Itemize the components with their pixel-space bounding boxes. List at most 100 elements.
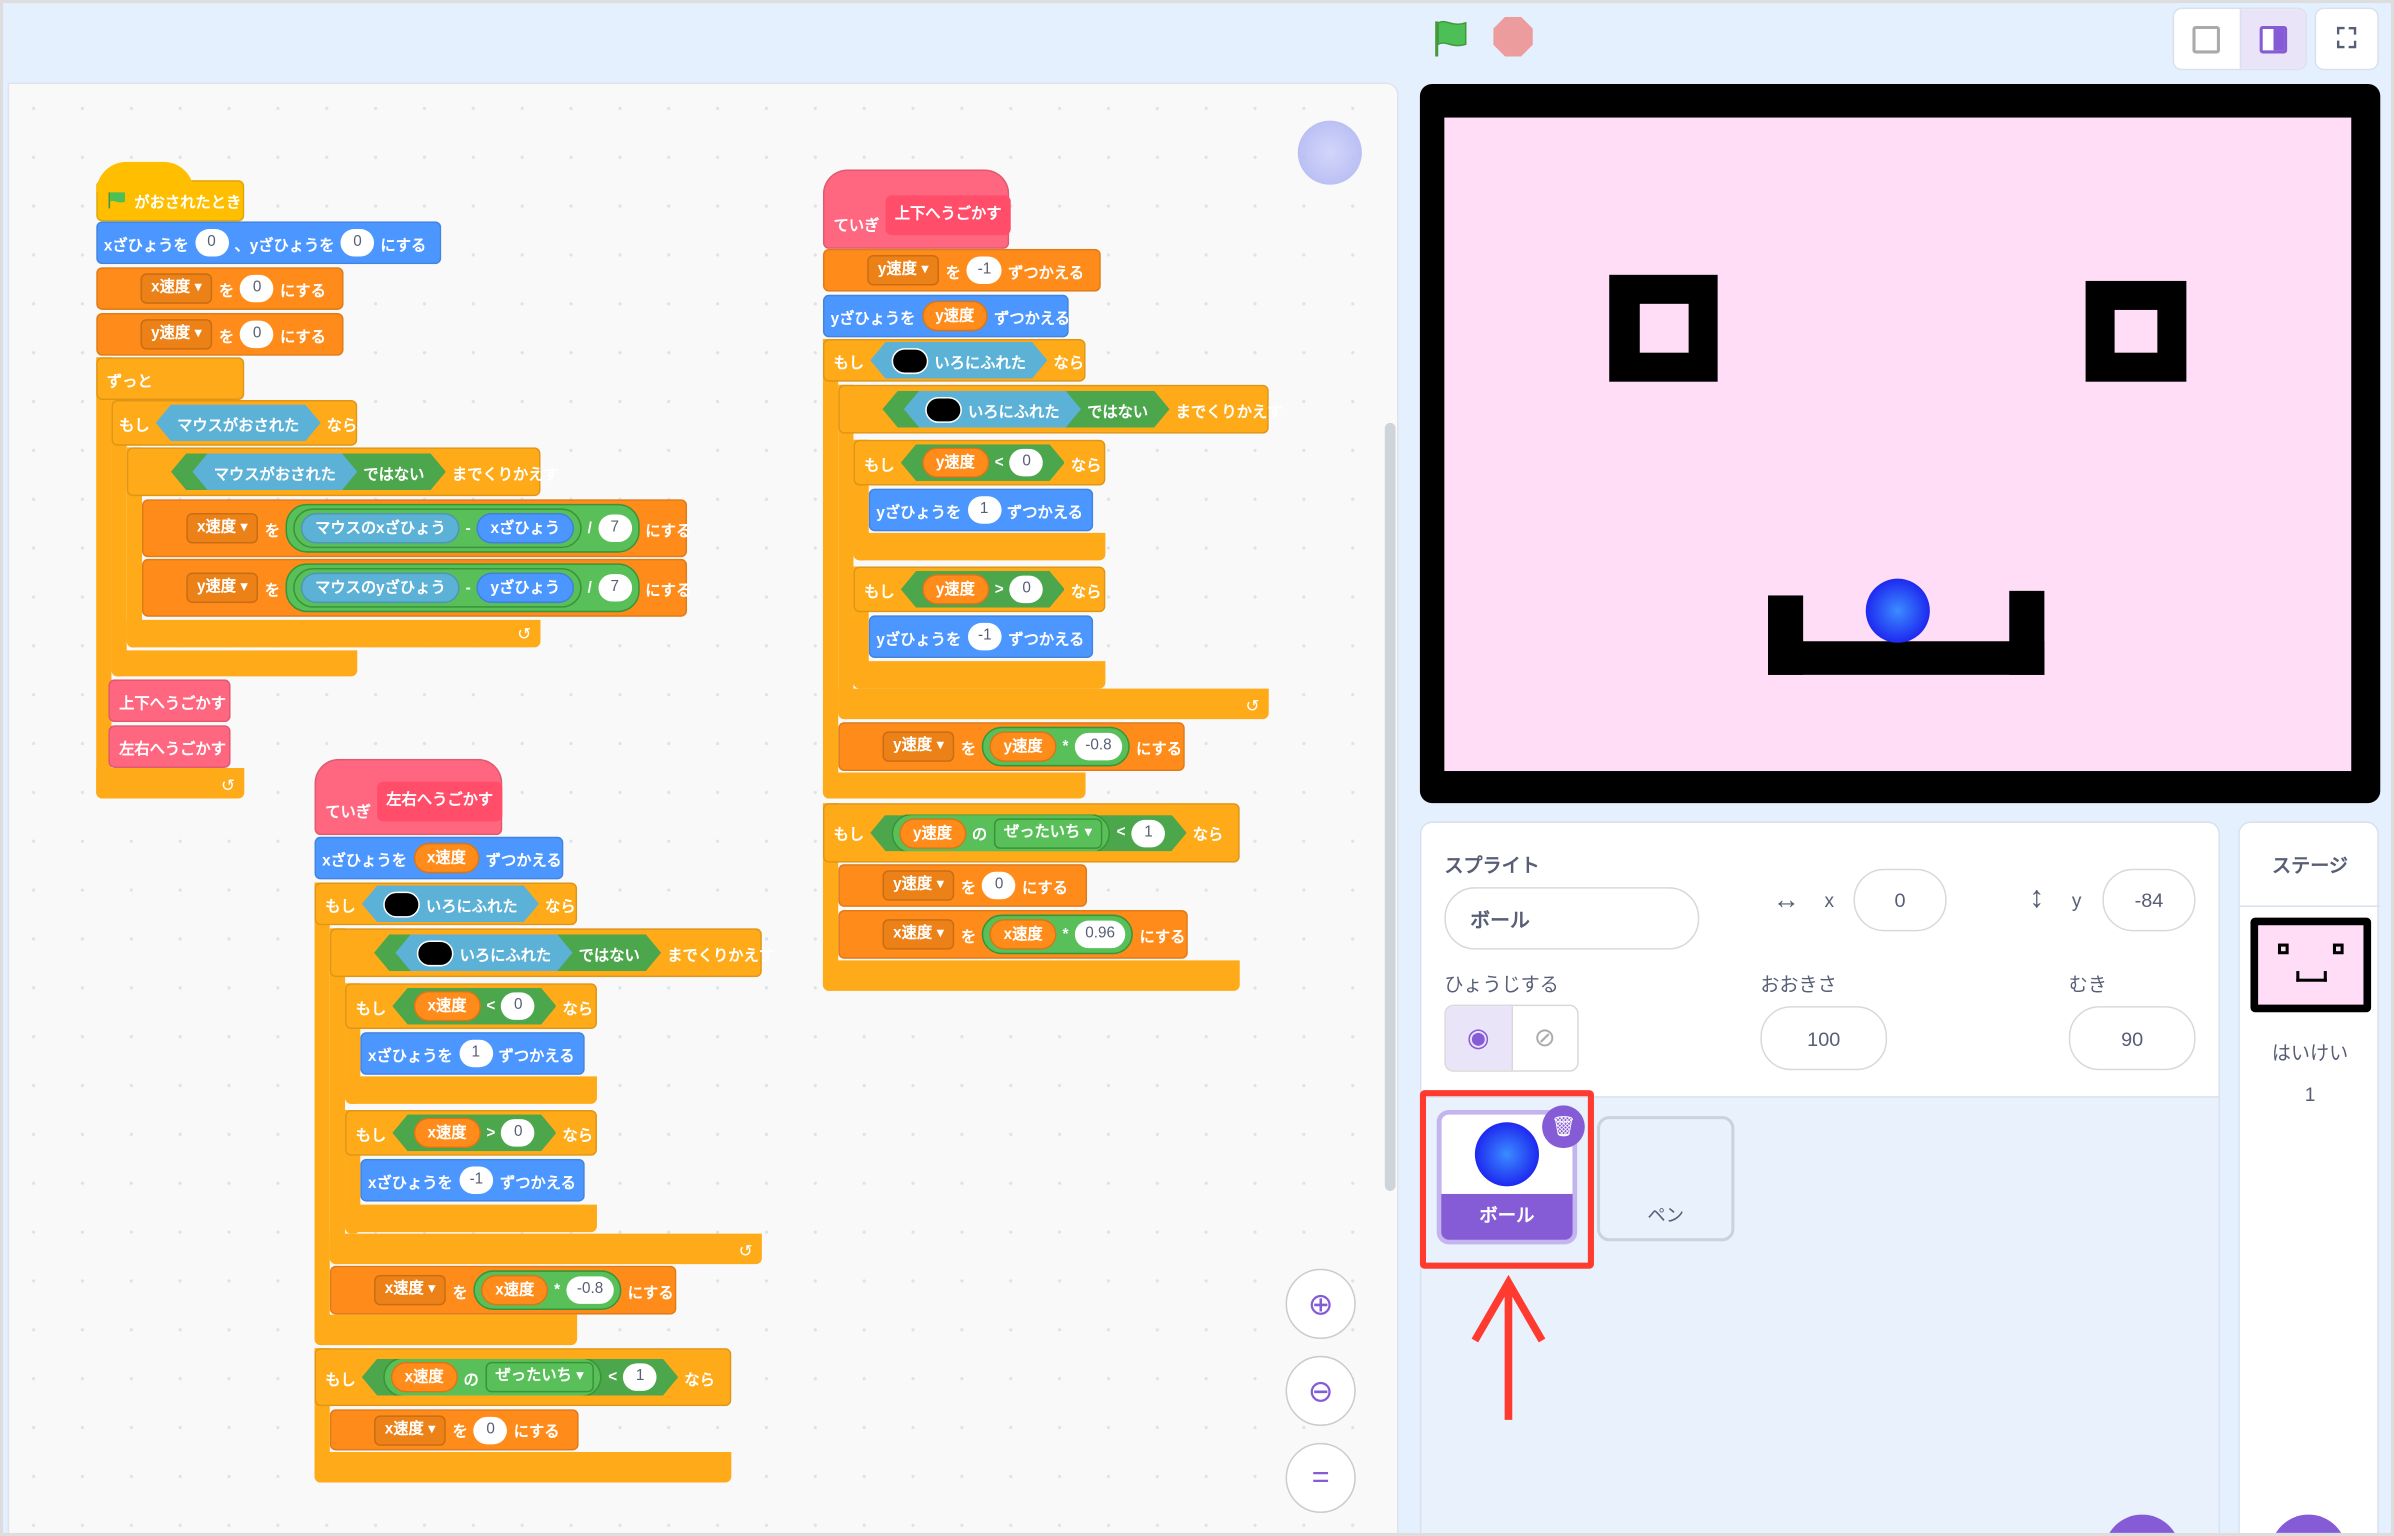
block-control[interactable]: もし いろにふれた なら [822, 338, 1086, 382]
block-motion[interactable]: yざひょうを 1 ずつかえる [868, 488, 1094, 532]
block-variables[interactable]: x速度 ▾ をマウスのxざひょう - xざひょう/7 にする [141, 499, 691, 558]
block-control[interactable]: もし x速度 >0 なら [345, 1109, 597, 1156]
block-control[interactable]: もし x速度 <0 なら [345, 983, 597, 1030]
number-input[interactable]: -1 [967, 256, 1003, 284]
color-swatch[interactable] [383, 891, 420, 917]
block-variables[interactable]: y速度 ▾ をマウスのyざひょう - yざひょう/7 にする [141, 558, 691, 617]
variable-dropdown[interactable]: y速度 ▾ [867, 254, 940, 286]
zoom-out-button[interactable]: ⊖ [1285, 1355, 1356, 1427]
zoom-reset-button[interactable]: = [1285, 1442, 1356, 1514]
stage-thumbnail[interactable] [2250, 917, 2372, 1013]
operator-reporter[interactable]: マウスのyざひょう - yざひょう / 7 [286, 563, 640, 613]
block-control[interactable]: もし いろにふれた なら [314, 882, 578, 926]
boolean-operators[interactable]: いろにふれた ではない [882, 391, 1169, 428]
boolean-sensing[interactable]: マウスがおされた [192, 453, 357, 490]
block-motion[interactable]: yざひょうを y速度 ずつかえる [822, 294, 1070, 338]
number-input[interactable]: 7 [597, 514, 632, 543]
block-control[interactable]: マウスがおされた ではない までくりかえす [126, 447, 559, 497]
block-control[interactable]: いろにふれた ではない までくりかえす [329, 928, 774, 978]
block-motion[interactable]: yざひょうを -1 ずつかえる [868, 615, 1094, 659]
hide-sprite-button[interactable]: ⊘ [1510, 1006, 1577, 1071]
operator-reporter[interactable]: x速度 * -0.8 [473, 1270, 622, 1310]
block-control[interactable]: いろにふれた ではない までくりかえす [838, 384, 1283, 434]
block-variables[interactable]: x速度 ▾ を x速度 * -0.8 にする [329, 1265, 677, 1315]
number-input[interactable]: 0 [501, 992, 535, 1019]
block-motion[interactable]: xざひょうを 0 、yざひょうを 0 にする [96, 221, 442, 265]
boolean-operators[interactable]: いろにふれた ではない [374, 934, 661, 971]
choose-sprite-button[interactable] [2103, 1514, 2181, 1533]
variable-dropdown[interactable]: y速度 ▾ [882, 870, 955, 901]
stop-button[interactable] [1493, 16, 1533, 57]
block-variables[interactable]: x速度 ▾ を 0 にする [329, 1409, 579, 1451]
block-motion[interactable]: xざひょうを -1 ずつかえる [360, 1158, 585, 1202]
size-input[interactable]: 100 [1760, 1006, 1888, 1071]
block-control[interactable]: もし y速度のぜったいち ▾ <1 なら [822, 803, 1240, 863]
reporter[interactable]: y速度 [922, 447, 989, 478]
boolean-operators[interactable]: y速度 >0 [901, 571, 1065, 608]
number-input[interactable]: 0 [240, 274, 274, 303]
block-events[interactable]: がおされたとき [96, 161, 245, 222]
variable-dropdown[interactable]: y速度 ▾ [186, 572, 259, 604]
operator-reporter[interactable]: y速度 * -0.8 [982, 726, 1130, 767]
block-control[interactable]: もし マウスがおされた なら [111, 400, 358, 446]
reporter[interactable]: y速度 [989, 731, 1057, 762]
number-input[interactable]: 7 [597, 574, 632, 602]
number-input[interactable]: 0 [473, 1416, 508, 1444]
stage-panel[interactable]: ステージ はいけい 1 [2238, 821, 2381, 1533]
boolean-operators[interactable]: マウスがおされた ではない [171, 453, 446, 490]
variable-dropdown[interactable]: y速度 ▾ [882, 731, 955, 762]
color-swatch[interactable] [892, 347, 929, 373]
block-control[interactable]: もし y速度 <0 なら [853, 439, 1106, 486]
sprite-name-input[interactable]: ボール [1444, 887, 1700, 950]
operator-reporter[interactable]: x速度 * 0.96 [982, 914, 1134, 955]
reporter[interactable]: yざひょう [476, 572, 574, 604]
number-input[interactable]: 0.96 [1074, 920, 1126, 949]
number-input[interactable]: 0 [240, 320, 274, 349]
zoom-in-button[interactable]: ⊕ [1285, 1268, 1356, 1339]
number-input[interactable]: 1 [1132, 819, 1166, 846]
reporter[interactable]: マウスのxざひょう [301, 513, 460, 544]
block-control[interactable]: もし x速度のぜったいち ▾ <1 なら [314, 1348, 732, 1407]
boolean-operators[interactable]: y速度のぜったいち ▾ <1 [870, 815, 1186, 852]
block-variables[interactable]: y速度 ▾ を 0 にする [96, 312, 344, 356]
operator-reporter[interactable]: マウスのyざひょう - yざひょう [293, 567, 582, 608]
green-flag-button[interactable] [1432, 18, 1472, 65]
boolean-sensing[interactable]: いろにふれた [395, 934, 572, 971]
choose-backdrop-button[interactable] [2270, 1514, 2347, 1533]
block-custom[interactable]: ていぎ 左右へうごかす [314, 758, 503, 836]
reporter[interactable]: x速度 [414, 1118, 481, 1149]
boolean-operators[interactable]: x速度のぜったいち ▾ <1 [362, 1359, 678, 1396]
reporter[interactable]: y速度 [899, 818, 966, 849]
block-control[interactable]: ずっと [96, 357, 245, 401]
reporter[interactable]: y速度 [922, 574, 989, 605]
delete-sprite-button[interactable]: 🗑 [1542, 1105, 1585, 1149]
block-custom[interactable]: ていぎ 上下へうごかす [822, 169, 1011, 249]
operator-reporter[interactable]: マウスのxざひょう - xざひょう [293, 508, 582, 549]
variable-dropdown[interactable]: y速度 ▾ [140, 319, 213, 350]
ball-sprite[interactable] [1865, 578, 1930, 643]
number-input[interactable]: 0 [501, 1119, 535, 1146]
normal-stage-button[interactable] [2239, 9, 2306, 69]
block-variables[interactable]: y速度 ▾ を y速度 * -0.8 にする [838, 722, 1185, 772]
function-dropdown[interactable]: ぜったいち ▾ [993, 818, 1103, 849]
code-area[interactable]: ↺ ↺ ↺ ↺ がおされたとき xざひょうを 0 、yざひょうを 0 にする x速度 ▾ を 0 にする y… [7, 82, 1399, 1533]
number-input[interactable]: 1 [967, 496, 1001, 524]
block-control[interactable]: もし y速度 >0 なら [853, 566, 1106, 613]
number-input[interactable]: 0 [982, 871, 1016, 900]
block-variables[interactable]: y速度 ▾ を 0 にする [838, 864, 1088, 907]
variable-dropdown[interactable]: x速度 ▾ [140, 273, 213, 304]
function-dropdown[interactable]: ぜったいち ▾ [485, 1362, 595, 1393]
block-variables[interactable]: x速度 ▾ を 0 にする [96, 267, 344, 310]
variable-dropdown[interactable]: x速度 ▾ [374, 1414, 447, 1446]
reporter[interactable]: x速度 [391, 1362, 458, 1393]
direction-input[interactable]: 90 [2068, 1006, 2196, 1071]
small-stage-button[interactable] [2174, 9, 2239, 69]
number-input[interactable]: 0 [194, 229, 229, 257]
block-custom[interactable]: 左右へうごかす [108, 725, 231, 768]
number-input[interactable]: 1 [458, 1039, 493, 1068]
show-sprite-button[interactable]: ◉ [1445, 1006, 1511, 1071]
reporter[interactable]: xざひょう [476, 513, 574, 544]
number-input[interactable]: -1 [458, 1166, 494, 1194]
boolean-sensing[interactable]: マウスがおされた [156, 405, 321, 442]
y-input[interactable]: -84 [2102, 868, 2196, 932]
